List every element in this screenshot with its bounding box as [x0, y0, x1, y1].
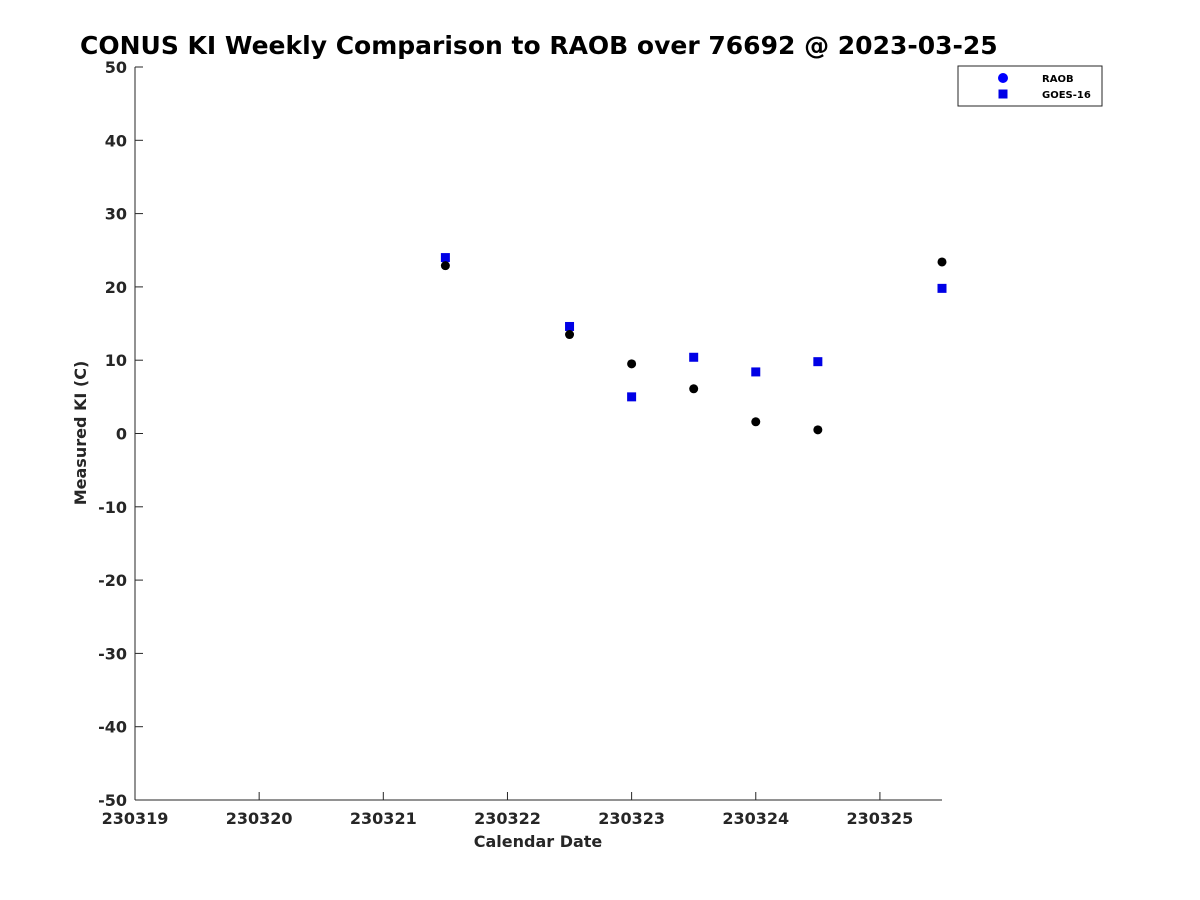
x-axis-ticks: 230319 230320 230321 230322 230323 230324 2303…: [102, 792, 914, 828]
y-tick-label: -30: [98, 644, 127, 663]
x-tick-label: 230321: [350, 809, 417, 828]
x-tick-label: 230320: [226, 809, 293, 828]
y-tick-label: -40: [98, 718, 127, 737]
x-axis-label: Calendar Date: [474, 832, 603, 851]
x-tick-label: 230319: [102, 809, 169, 828]
x-tick-label: 230323: [598, 809, 665, 828]
point-raob: [813, 425, 823, 435]
y-tick-label: -20: [98, 571, 127, 590]
point-goes16: [751, 367, 761, 377]
point-raob: [937, 257, 947, 267]
legend: RAOB GOES-16: [957, 65, 1103, 107]
point-raob: [565, 330, 575, 340]
y-tick-label: -10: [98, 498, 127, 517]
point-goes16: [627, 392, 637, 402]
point-goes16: [813, 357, 823, 367]
point-goes16: [689, 352, 699, 362]
y-axis-ticks: 50 40 30 20 10 0 -10 -20 -30 -40 -50: [98, 58, 143, 810]
point-goes16: [937, 283, 947, 293]
x-tick-label: 230325: [847, 809, 914, 828]
y-tick-label: 30: [105, 205, 127, 224]
y-tick-label: 50: [105, 58, 127, 77]
point-raob: [627, 359, 637, 369]
legend-label-raob: RAOB: [1042, 74, 1074, 85]
point-raob: [751, 417, 761, 427]
x-tick-label: 230324: [722, 809, 789, 828]
point-raob: [440, 261, 450, 271]
y-tick-label: 20: [105, 278, 127, 297]
y-axis-label: Measured KI (C): [71, 361, 90, 506]
legend-marker-raob: [998, 73, 1008, 83]
y-tick-label: 40: [105, 131, 127, 150]
point-goes16: [440, 253, 450, 263]
point-goes16: [565, 321, 575, 331]
y-tick-label: 10: [105, 351, 127, 370]
y-tick-label: 0: [116, 425, 127, 444]
legend-box: [957, 65, 1103, 107]
legend-marker-goes16: [998, 89, 1008, 99]
point-raob: [689, 384, 699, 394]
chart-title: CONUS KI Weekly Comparison to RAOB over …: [80, 31, 998, 60]
y-tick-label: -50: [98, 791, 127, 810]
legend-label-goes16: GOES-16: [1042, 90, 1091, 101]
data-points: [440, 253, 947, 435]
x-tick-label: 230322: [474, 809, 541, 828]
